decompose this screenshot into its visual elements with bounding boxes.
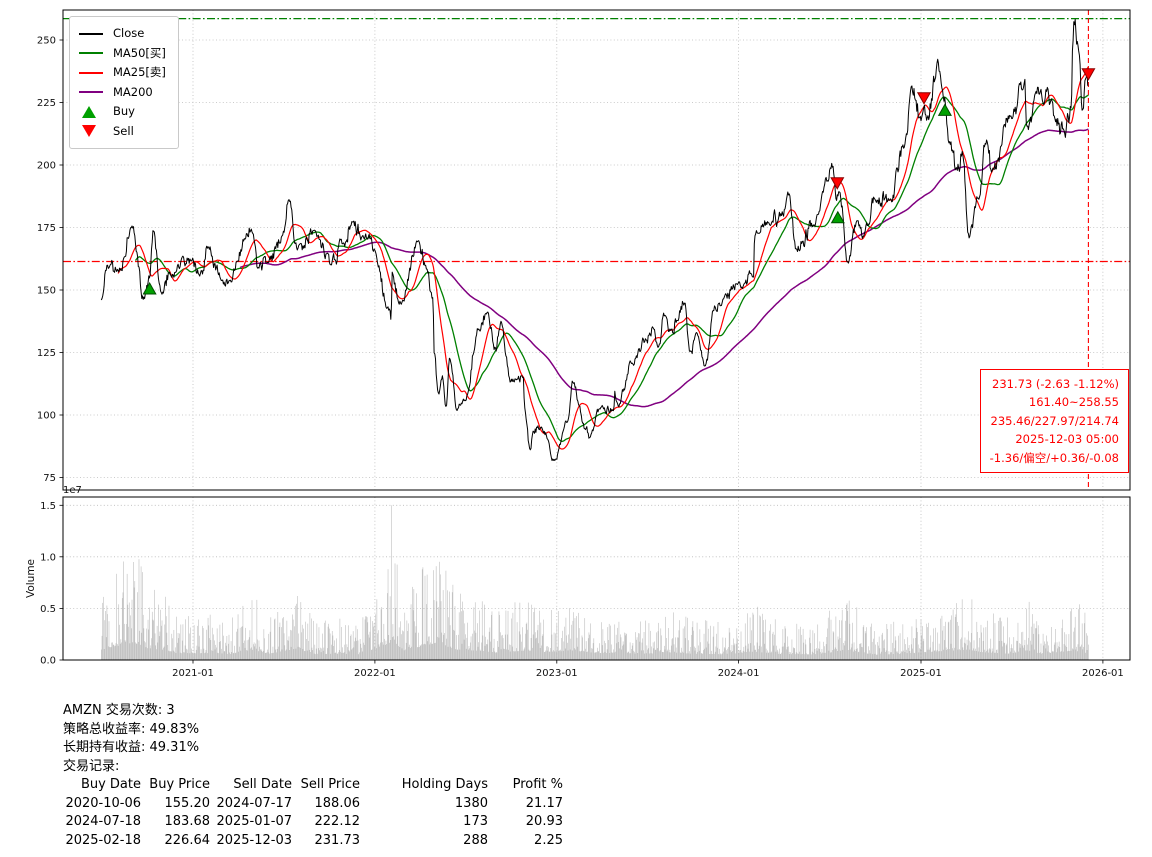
trade-table-cell: 20.93	[525, 814, 563, 829]
legend-label: Sell	[113, 123, 134, 138]
trade-table-cell: 183.68	[164, 814, 211, 829]
trade-table-cell: 1380	[454, 795, 488, 811]
trade-table-cell: 2025-12-03	[216, 832, 292, 848]
svg-text:75: 75	[43, 473, 56, 484]
svg-text:200: 200	[37, 161, 56, 172]
trade-table-cell: 2.25	[534, 832, 563, 848]
stats-strategy-return: 策略总收益率: 49.83%	[63, 721, 200, 737]
trade-table-cell: 226.64	[164, 832, 211, 848]
svg-text:1.5: 1.5	[40, 501, 56, 512]
svg-text:175: 175	[37, 223, 56, 234]
svg-text:2025-01: 2025-01	[900, 668, 942, 679]
trade-table-cell: 155.20	[164, 795, 211, 811]
trade-table-cell: 2024-07-18	[65, 814, 141, 829]
legend-item-close: Close	[79, 24, 166, 44]
legend-item-ma50: MA50[买]	[79, 44, 166, 64]
legend-item-ma25: MA25[卖]	[79, 63, 166, 83]
stats-trade-count: AMZN 交易次数: 3	[63, 703, 175, 718]
svg-text:250: 250	[37, 36, 56, 47]
svg-text:0.0: 0.0	[40, 656, 56, 667]
svg-text:225: 225	[37, 98, 56, 109]
legend: Close MA50[买] MA25[卖] MA200 Buy Sell	[69, 16, 179, 149]
stats-buyhold-return: 长期持有收益: 49.31%	[63, 740, 200, 755]
annotation-line: 2025-12-03 05:00	[1015, 432, 1119, 447]
price-volume-chart: 75 100 125 150 175 200 225 250 0.0 0.5 1.0 1.5 2021-…	[25, 9, 1131, 679]
ma50-line-swatch	[79, 52, 109, 55]
svg-text:150: 150	[37, 286, 56, 297]
svg-text:100: 100	[37, 411, 56, 422]
legend-label: MA200	[113, 84, 153, 99]
trade-table-cell: 173	[463, 814, 488, 829]
svg-text:2021-01: 2021-01	[172, 668, 214, 679]
legend-label: MA50[买]	[113, 45, 166, 60]
trade-table-header: Holding Days	[401, 777, 488, 792]
trade-table-cell: 2025-01-07	[216, 814, 292, 829]
trade-table-header: Sell Price	[300, 777, 360, 792]
legend-label: Buy	[113, 104, 135, 118]
legend-label: MA25[卖]	[113, 65, 166, 79]
ma200-line-swatch	[79, 91, 109, 94]
trade-table-cell: 288	[463, 832, 488, 848]
annotation-line: 161.40~258.55	[1028, 395, 1119, 410]
svg-text:2023-01: 2023-01	[536, 668, 578, 679]
trade-table-header: Sell Date	[233, 777, 292, 792]
annotation-line: 235.46/227.97/214.74	[990, 413, 1119, 428]
trade-table: Buy Date Buy Price Sell Date Sell Price …	[63, 776, 563, 850]
trade-table-cell: 2020-10-06	[65, 795, 141, 811]
trade-table-header: Buy Price	[149, 777, 210, 792]
svg-text:2024-01: 2024-01	[718, 668, 760, 679]
legend-item-sell: Sell	[79, 122, 166, 142]
legend-item-buy: Buy	[79, 102, 166, 122]
trade-table-cell: 222.12	[314, 814, 361, 829]
annotation-line: 231.73 (-2.63 -1.12%)	[992, 377, 1119, 391]
trade-table-cell: 21.17	[525, 795, 563, 811]
trade-table-cell: 231.73	[314, 832, 361, 848]
svg-text:1e7: 1e7	[63, 485, 82, 496]
svg-text:125: 125	[37, 348, 56, 359]
price-annotation-box: 231.73 (-2.63 -1.12%) 161.40~258.55 235.…	[979, 369, 1129, 473]
legend-label: Close	[113, 26, 145, 40]
svg-text:2026-01: 2026-01	[1082, 668, 1124, 679]
trade-table-cell: 2025-02-18	[65, 832, 141, 848]
sell-marker-icon	[79, 125, 109, 138]
stats-trade-log-label: 交易记录:	[63, 758, 120, 774]
trade-table-cell: 2024-07-17	[216, 795, 292, 811]
svg-text:Volume: Volume	[25, 559, 37, 598]
trade-table-header: Profit %	[512, 777, 563, 792]
legend-item-ma200: MA200	[79, 83, 166, 103]
ma25-line-swatch	[79, 71, 109, 74]
svg-text:1.0: 1.0	[40, 552, 56, 563]
close-line-swatch	[79, 32, 109, 35]
svg-text:2022-01: 2022-01	[354, 668, 396, 679]
buy-marker-icon	[79, 105, 109, 118]
annotation-line: -1.36/偏空/+0.36/-0.08	[989, 450, 1119, 465]
stats-panel: AMZN 交易次数: 3 策略总收益率: 49.83% 长期持有收益: 49.3…	[63, 702, 563, 850]
trade-table-cell: 188.06	[314, 795, 361, 811]
svg-text:0.5: 0.5	[40, 604, 56, 615]
trade-table-header: Buy Date	[80, 777, 141, 792]
